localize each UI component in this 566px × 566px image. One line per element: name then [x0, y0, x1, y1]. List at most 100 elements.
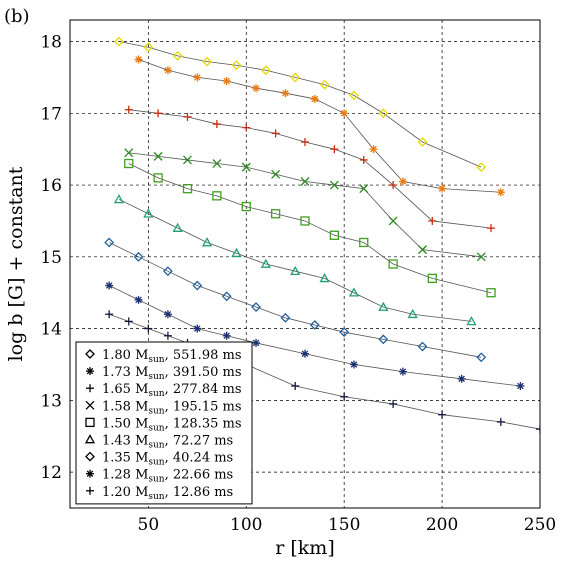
data-point	[301, 138, 309, 146]
data-point	[183, 112, 192, 121]
legend-marker-icon	[85, 451, 95, 462]
data-point	[105, 281, 114, 290]
data-point	[260, 65, 271, 76]
data-point	[438, 410, 447, 419]
legend-entry-label: 1.73 Msun, 391.50 ms	[102, 365, 242, 382]
legend-marker-icon	[86, 367, 94, 376]
data-point	[388, 259, 398, 269]
legend-box	[75, 341, 253, 505]
legend-time: , 22.66 ms	[165, 468, 234, 483]
legend-mass: 1.80	[102, 348, 135, 363]
y-axis-label: log b [G] + constant	[5, 166, 27, 361]
tick-labels: 50 100 150 200 250 12 13 14 15 16 17 18	[40, 33, 556, 535]
data-point	[153, 173, 163, 183]
data-point	[163, 310, 172, 319]
data-point	[466, 316, 477, 326]
legend: 1.80 Msun, 551.98 ms1.73 Msun, 391.50 ms…	[75, 341, 253, 505]
y-tick-label: 18	[40, 33, 62, 53]
x-tick-label: 100	[230, 515, 262, 535]
data-point	[349, 90, 359, 101]
data-point	[407, 308, 418, 319]
data-point	[202, 56, 213, 67]
legend-entry-label: 1.43 Msun, 72.27 ms	[102, 434, 233, 451]
data-point	[389, 399, 398, 408]
data-point	[398, 177, 407, 186]
legend-mass: 1.73	[102, 365, 135, 380]
data-point	[271, 129, 280, 138]
data-point	[438, 184, 447, 193]
data-point	[221, 291, 232, 302]
series-line	[128, 152, 482, 258]
data-point	[359, 184, 369, 194]
data-point	[172, 222, 183, 232]
data-point	[428, 216, 437, 225]
legend-entry-label: 1.35 Msun, 40.24 ms	[102, 451, 233, 468]
legend-time: , 40.24 ms	[165, 451, 234, 466]
legend-unit-sub: sun	[148, 406, 164, 416]
data-point	[134, 55, 143, 64]
legend-unit: M	[135, 434, 148, 449]
data-point	[212, 159, 222, 168]
data-point	[183, 155, 192, 165]
series	[134, 55, 505, 197]
legend-unit-sub: sun	[148, 389, 164, 399]
legend-time: , 551.98 ms	[165, 348, 242, 363]
data-point	[418, 245, 427, 255]
data-point	[398, 367, 407, 376]
data-point	[153, 151, 163, 161]
data-point	[212, 120, 221, 129]
legend-entry-label: 1.65 Msun, 277.84 ms	[102, 382, 242, 399]
x-tick-label: 250	[524, 515, 556, 535]
series	[124, 105, 496, 233]
data-point	[242, 123, 251, 132]
legend-unit: M	[135, 416, 148, 431]
data-point	[487, 224, 496, 233]
series-line	[128, 163, 492, 294]
data-point	[212, 191, 222, 201]
legend-mass: 1.28	[102, 468, 135, 483]
legend-unit: M	[135, 399, 148, 414]
legend-entry-label: 1.20 Msun, 12.86 ms	[102, 485, 233, 502]
data-point	[349, 360, 358, 369]
series-clip	[104, 36, 540, 434]
legend-marker-icon	[86, 384, 94, 393]
data-point	[124, 105, 133, 114]
legend-unit-sub: sun	[148, 475, 164, 485]
data-point	[124, 317, 133, 326]
legend-marker-icon	[85, 349, 95, 359]
legend-unit: M	[135, 468, 148, 483]
legend-time: , 391.50 ms	[165, 365, 242, 380]
legend-time: , 12.86 ms	[165, 485, 234, 500]
series-line	[138, 59, 501, 193]
legend-entry-label: 1.58 Msun, 195.15 ms	[102, 399, 242, 416]
data-point	[389, 181, 398, 190]
data-point	[252, 338, 261, 347]
legend-unit-sub: sun	[148, 492, 164, 502]
data-point	[104, 237, 115, 248]
data-point	[163, 66, 172, 75]
series	[105, 281, 525, 390]
data-point	[163, 331, 172, 340]
data-point	[290, 265, 301, 276]
legend-mass: 1.43	[102, 434, 135, 449]
data-point	[260, 258, 271, 268]
legend-marker-icon	[84, 434, 96, 444]
data-point	[417, 341, 428, 352]
data-point	[113, 194, 125, 204]
data-point	[496, 188, 505, 197]
legend-unit: M	[135, 485, 148, 500]
data-point	[241, 201, 251, 212]
y-tick-label: 12	[40, 463, 62, 483]
y-tick-label: 13	[40, 391, 62, 411]
data-point	[193, 324, 202, 333]
data-point	[301, 349, 309, 358]
data-point	[270, 209, 281, 219]
legend-marker-icon	[86, 486, 94, 495]
data-point	[340, 392, 349, 401]
series-line	[128, 109, 492, 229]
series	[114, 36, 487, 173]
y-tick-label: 15	[40, 248, 62, 268]
legend-mass: 1.65	[102, 382, 135, 397]
data-point	[201, 237, 213, 247]
